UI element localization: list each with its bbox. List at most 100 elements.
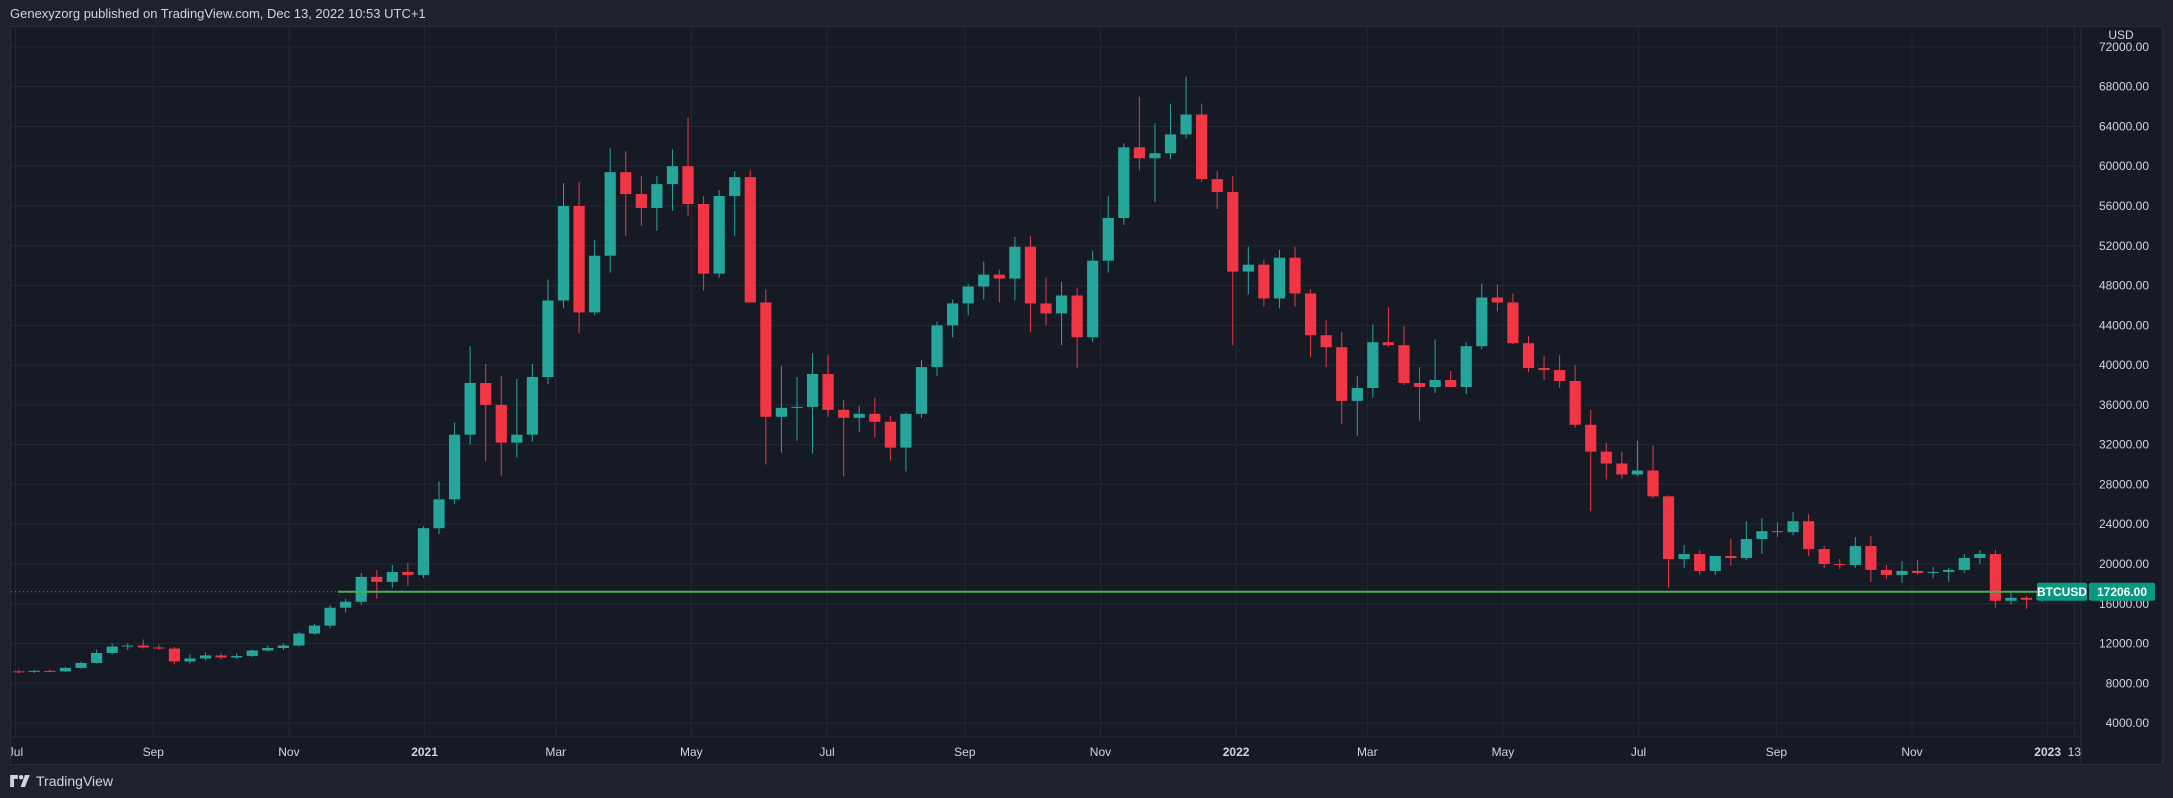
candle <box>1196 103 1208 183</box>
candle <box>573 182 585 334</box>
candle-body <box>557 205 570 301</box>
candle <box>1647 445 1659 499</box>
candle <box>448 422 461 505</box>
candle-body <box>542 300 554 378</box>
candle <box>106 643 118 655</box>
candle <box>1507 293 1519 345</box>
candle <box>1818 546 1830 568</box>
candle-body <box>697 204 710 274</box>
candle <box>59 666 72 672</box>
candle-body <box>947 303 959 326</box>
candle-body <box>869 413 881 422</box>
candle-body <box>884 421 896 448</box>
candle-body <box>122 645 134 647</box>
candle-body <box>651 184 663 208</box>
candle <box>153 644 165 650</box>
candle <box>744 170 756 303</box>
candle <box>853 405 865 432</box>
candle <box>262 645 274 652</box>
candle <box>2020 595 2033 609</box>
candle <box>1756 518 1768 555</box>
candle <box>1787 512 1799 536</box>
candle-body <box>1803 521 1815 550</box>
candle <box>822 355 834 417</box>
x-tick-label: Nov <box>1090 745 1111 759</box>
candle-body <box>791 406 803 408</box>
candle-body <box>1242 264 1254 272</box>
candle-body <box>1989 554 2002 601</box>
candle <box>75 661 87 669</box>
candle <box>1771 522 1784 538</box>
x-tick-label: May <box>1492 745 1515 759</box>
candle <box>1725 539 1737 566</box>
candle-body <box>324 607 336 626</box>
candle <box>495 376 507 476</box>
candle <box>511 379 523 458</box>
chart-panel[interactable]: Jul Sep Nov 2021 Mar May Jul Sep Nov 2022 Mar May Ju… <box>10 26 2163 765</box>
candle-body <box>838 409 850 418</box>
candle-body <box>277 645 289 649</box>
candle-body <box>1320 335 1332 348</box>
candle-body <box>775 407 788 417</box>
candle <box>1740 521 1752 560</box>
y-axis: USD 4000.008000.0012000.0016000.0020000.… <box>2099 28 2149 730</box>
candle <box>1367 324 1379 398</box>
candle <box>1413 367 1426 421</box>
candle-body <box>620 172 632 195</box>
candle <box>386 564 398 588</box>
candle <box>1491 284 1503 312</box>
candle <box>1865 536 1877 582</box>
y-tick-label: 56000.00 <box>2099 199 2149 213</box>
candle <box>184 654 196 664</box>
candle <box>962 283 974 316</box>
x-tick-label: Jul <box>1631 745 1646 759</box>
candle <box>215 652 227 660</box>
y-tick-label: 32000.00 <box>2099 438 2149 452</box>
candle <box>433 481 445 535</box>
candle <box>90 649 103 664</box>
candle-body <box>137 645 149 648</box>
candle <box>1087 250 1099 343</box>
candle-body <box>1538 368 1550 371</box>
candle-body <box>1616 463 1628 475</box>
candle <box>791 377 803 441</box>
candle-body <box>1974 554 1986 559</box>
candle-body <box>1740 539 1752 559</box>
candle-body <box>713 196 725 274</box>
candle <box>915 360 928 418</box>
candle-body <box>1756 531 1768 540</box>
candle <box>1289 246 1301 307</box>
x-tick-label: 2021 <box>411 745 438 759</box>
candle <box>1943 567 1955 582</box>
candle <box>651 176 663 231</box>
candle-body <box>1445 380 1457 387</box>
y-tick-label: 12000.00 <box>2099 637 2149 651</box>
candle-body <box>153 647 165 649</box>
candle <box>806 353 819 454</box>
candle <box>1320 320 1332 368</box>
candle-body <box>1631 470 1644 475</box>
candle-body <box>1491 297 1503 303</box>
candle-body <box>1367 342 1379 388</box>
candle-body <box>480 382 492 405</box>
candle <box>122 643 134 650</box>
candle <box>1631 440 1644 477</box>
candle <box>480 364 492 462</box>
candle-body <box>1849 546 1861 565</box>
y-tick-label: 4000.00 <box>2106 716 2150 730</box>
candle <box>1149 123 1161 203</box>
candle-body <box>1429 380 1441 387</box>
candle-body <box>1071 295 1083 338</box>
tradingview-logo-icon <box>10 775 30 787</box>
candle <box>417 526 430 578</box>
candle-body <box>1413 382 1426 387</box>
candle-body <box>900 413 912 448</box>
grid-lines <box>11 27 2082 764</box>
candle <box>1211 171 1223 209</box>
candle-body <box>511 434 523 443</box>
candle <box>1600 442 1612 480</box>
candle <box>1896 560 1908 583</box>
x-tick-label: Jul <box>11 745 23 759</box>
candle <box>1164 103 1177 160</box>
candlestick-chart[interactable]: Jul Sep Nov 2021 Mar May Jul Sep Nov 2022 Mar May Ju… <box>11 27 2162 764</box>
